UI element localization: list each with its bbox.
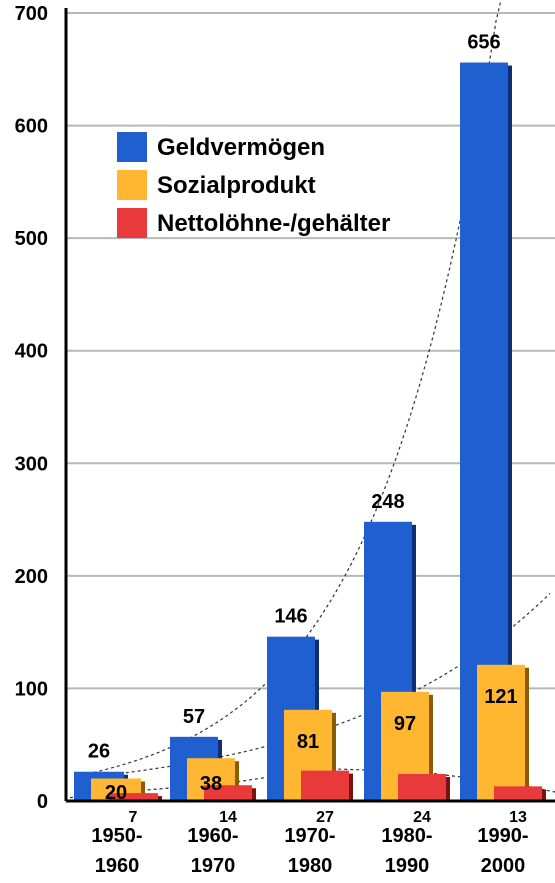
category-label: 1990- [477,825,528,847]
legend-label: Nettolöhne-/gehälter [157,210,390,237]
legend-swatch [117,132,147,162]
y-tick-label: 400 [15,341,48,363]
bar [398,773,446,801]
data-label: 38 [200,773,222,795]
legend-label: Sozialprodukt [157,172,316,199]
data-label: 656 [467,32,500,54]
y-tick-label: 200 [15,566,48,588]
x-category-labels: 1950- 1960 1960- 1970 1970- 1980 1980- 1990 1990… [91,825,528,877]
data-label: 13 [509,809,527,826]
bar [108,793,158,801]
category-label: 1960 [95,855,140,877]
y-tick-label: 700 [15,3,48,25]
category-label: 1960- [187,825,238,847]
data-label: 24 [413,809,431,826]
legend-swatch [117,170,147,200]
grid-lines [66,12,555,690]
data-label: 97 [394,713,416,735]
data-label: 146 [274,606,307,628]
y-tick-label: 500 [15,228,48,250]
bar [477,664,525,801]
y-tick-label: 300 [15,453,48,475]
bar [494,786,542,801]
category-label: 1990 [385,855,430,877]
legend: Geldvermögen Sozialprodukt Nettolöhne-/geh… [117,132,390,238]
category-label: 1980- [381,825,432,847]
y-tick-label: 100 [15,678,48,700]
legend-label: Geldvermögen [157,134,325,161]
category-label: 2000 [481,855,526,877]
data-label: 7 [129,809,138,826]
data-label: 26 [88,741,110,763]
data-label: 248 [371,491,404,513]
category-label: 1980 [288,855,333,877]
category-label: 1970 [191,855,236,877]
data-label: 121 [484,686,517,708]
data-labels: 26 57 146 248 656 20 38 81 97 121 7 14 27 24 13 [88,32,527,826]
legend-swatch [117,208,147,238]
axes [64,8,555,803]
y-tick-labels: 0 100 200 300 400 500 600 700 [15,3,48,813]
data-label: 27 [316,809,334,826]
y-tick-label: 0 [37,791,48,813]
y-tick-label: 600 [15,116,48,138]
data-label: 20 [105,782,127,804]
category-label: 1950- [91,825,142,847]
data-label: 81 [297,731,319,753]
data-label: 14 [219,809,237,826]
bar [204,785,252,801]
bar [301,770,349,801]
category-label: 1970- [284,825,335,847]
bars [74,62,546,801]
data-label: 57 [183,706,205,728]
